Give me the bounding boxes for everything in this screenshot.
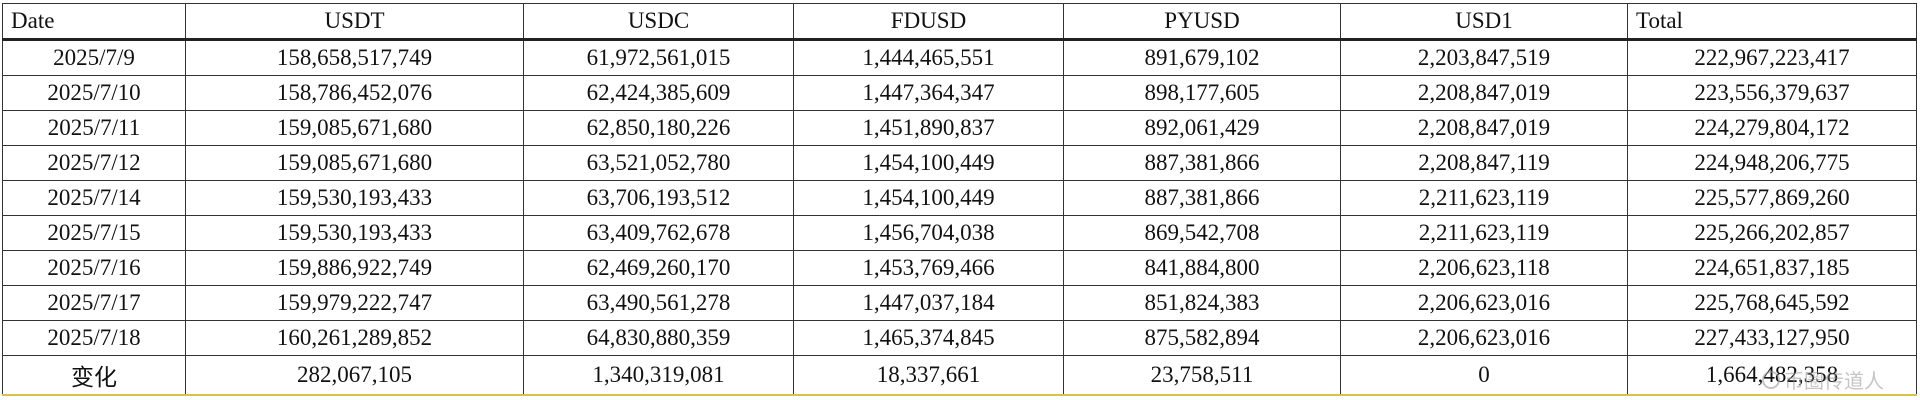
- cell-date[interactable]: 2025/7/14: [2, 180, 186, 216]
- cell-pyusd[interactable]: 887,381,866: [1063, 145, 1341, 181]
- table-row: 2025/7/15 159,530,193,433 63,409,762,678 1,…: [2, 215, 1917, 251]
- cell-usdt[interactable]: 159,085,671,680: [185, 110, 524, 146]
- cell-pyusd[interactable]: 841,884,800: [1063, 250, 1341, 286]
- cell-pyusd[interactable]: 898,177,605: [1063, 75, 1341, 111]
- column-header-fdusd[interactable]: FDUSD: [793, 3, 1064, 40]
- cell-fdusd[interactable]: 1,456,704,038: [793, 215, 1064, 251]
- cell-date[interactable]: 2025/7/18: [2, 320, 186, 356]
- cell-usd1[interactable]: 2,203,847,519: [1340, 39, 1628, 76]
- cell-pyusd[interactable]: 869,542,708: [1063, 215, 1341, 251]
- cell-fdusd[interactable]: 1,465,374,845: [793, 320, 1064, 356]
- cell-fdusd[interactable]: 1,453,769,466: [793, 250, 1064, 286]
- cell-pyusd[interactable]: 892,061,429: [1063, 110, 1341, 146]
- cell-pyusd[interactable]: 875,582,894: [1063, 320, 1341, 356]
- cell-total[interactable]: 223,556,379,637: [1627, 75, 1917, 111]
- cell-total[interactable]: 225,266,202,857: [1627, 215, 1917, 251]
- cell-usdc[interactable]: 62,469,260,170: [523, 250, 794, 286]
- cell-usdt[interactable]: 158,786,452,076: [185, 75, 524, 111]
- cell-total[interactable]: 225,768,645,592: [1627, 285, 1917, 321]
- cell-usd1[interactable]: 2,211,623,119: [1340, 215, 1628, 251]
- cell-total[interactable]: 224,279,804,172: [1627, 110, 1917, 146]
- header-row: Date USDT USDC FDUSD PYUSD USD1 Total: [2, 3, 1917, 40]
- table-row: 2025/7/17 159,979,222,747 63,490,561,278 1,…: [2, 285, 1917, 321]
- cell-usd1[interactable]: 2,208,847,119: [1340, 145, 1628, 181]
- cell-usdt[interactable]: 159,530,193,433: [185, 215, 524, 251]
- cell-fdusd[interactable]: 1,447,037,184: [793, 285, 1064, 321]
- cell-usd1[interactable]: 2,208,847,019: [1340, 110, 1628, 146]
- cell-date[interactable]: 2025/7/12: [2, 145, 186, 181]
- cell-usdt[interactable]: 158,658,517,749: [185, 39, 524, 76]
- cell-fdusd[interactable]: 1,451,890,837: [793, 110, 1064, 146]
- cell-usdt[interactable]: 160,261,289,852: [185, 320, 524, 356]
- change-cell-fdusd[interactable]: 18,337,661: [793, 355, 1064, 396]
- cell-pyusd[interactable]: 851,824,383: [1063, 285, 1341, 321]
- cell-date[interactable]: 2025/7/11: [2, 110, 186, 146]
- change-cell-usdt[interactable]: 282,067,105: [185, 355, 524, 396]
- change-cell-usdc[interactable]: 1,340,319,081: [523, 355, 794, 396]
- cell-fdusd[interactable]: 1,447,364,347: [793, 75, 1064, 111]
- cell-usd1[interactable]: 2,206,623,118: [1340, 250, 1628, 286]
- column-header-usd1[interactable]: USD1: [1340, 3, 1628, 40]
- table-row: 2025/7/11 159,085,671,680 62,850,180,226 1,…: [2, 110, 1917, 146]
- cell-usdc[interactable]: 62,424,385,609: [523, 75, 794, 111]
- change-cell-pyusd[interactable]: 23,758,511: [1063, 355, 1341, 396]
- cell-usd1[interactable]: 2,211,623,119: [1340, 180, 1628, 216]
- cell-total[interactable]: 227,433,127,950: [1627, 320, 1917, 356]
- table-row: 2025/7/14 159,530,193,433 63,706,193,512 1,…: [2, 180, 1917, 216]
- cell-usd1[interactable]: 2,208,847,019: [1340, 75, 1628, 111]
- cell-usdc[interactable]: 63,706,193,512: [523, 180, 794, 216]
- table-row: 2025/7/9 158,658,517,749 61,972,561,015 1,4…: [2, 39, 1917, 76]
- cell-total[interactable]: 224,948,206,775: [1627, 145, 1917, 181]
- column-header-usdt[interactable]: USDT: [185, 3, 524, 40]
- cell-usdc[interactable]: 62,850,180,226: [523, 110, 794, 146]
- cell-usdt[interactable]: 159,085,671,680: [185, 145, 524, 181]
- cell-date[interactable]: 2025/7/15: [2, 215, 186, 251]
- cell-total[interactable]: 222,967,223,417: [1627, 39, 1917, 76]
- table-body: 2025/7/9 158,658,517,749 61,972,561,015 1,4…: [2, 39, 1917, 396]
- cell-fdusd[interactable]: 1,444,465,551: [793, 39, 1064, 76]
- column-header-date[interactable]: Date: [2, 3, 186, 40]
- cell-usdt[interactable]: 159,979,222,747: [185, 285, 524, 321]
- cell-fdusd[interactable]: 1,454,100,449: [793, 180, 1064, 216]
- cell-usdt[interactable]: 159,530,193,433: [185, 180, 524, 216]
- cell-usdc[interactable]: 63,521,052,780: [523, 145, 794, 181]
- stablecoin-supply-table: Date USDT USDC FDUSD PYUSD USD1 Total 20…: [2, 3, 1917, 396]
- cell-usdc[interactable]: 63,409,762,678: [523, 215, 794, 251]
- cell-fdusd[interactable]: 1,454,100,449: [793, 145, 1064, 181]
- column-header-pyusd[interactable]: PYUSD: [1063, 3, 1341, 40]
- change-cell-usd1[interactable]: 0: [1340, 355, 1628, 396]
- cell-usdt[interactable]: 159,886,922,749: [185, 250, 524, 286]
- cell-usdc[interactable]: 61,972,561,015: [523, 39, 794, 76]
- cell-total[interactable]: 225,577,869,260: [1627, 180, 1917, 216]
- cell-date[interactable]: 2025/7/10: [2, 75, 186, 111]
- cell-date[interactable]: 2025/7/9: [2, 39, 186, 76]
- cell-pyusd[interactable]: 891,679,102: [1063, 39, 1341, 76]
- cell-total[interactable]: 224,651,837,185: [1627, 250, 1917, 286]
- table-row: 2025/7/18 160,261,289,852 64,830,880,359 1,…: [2, 320, 1917, 356]
- table-row: 2025/7/16 159,886,922,749 62,469,260,170 1,…: [2, 250, 1917, 286]
- cell-pyusd[interactable]: 887,381,866: [1063, 180, 1341, 216]
- column-header-usdc[interactable]: USDC: [523, 3, 794, 40]
- cell-usd1[interactable]: 2,206,623,016: [1340, 320, 1628, 356]
- cell-usdc[interactable]: 63,490,561,278: [523, 285, 794, 321]
- change-cell-total[interactable]: 1,664,482,358: [1627, 355, 1917, 396]
- change-row: 变化 282,067,105 1,340,319,081 18,337,661 23,7…: [2, 355, 1917, 396]
- change-cell-date[interactable]: 变化: [2, 355, 186, 396]
- table-row: 2025/7/10 158,786,452,076 62,424,385,609 1,…: [2, 75, 1917, 111]
- cell-usd1[interactable]: 2,206,623,016: [1340, 285, 1628, 321]
- column-header-total[interactable]: Total: [1627, 3, 1917, 40]
- cell-usdc[interactable]: 64,830,880,359: [523, 320, 794, 356]
- table-row: 2025/7/12 159,085,671,680 63,521,052,780 1,…: [2, 145, 1917, 181]
- cell-date[interactable]: 2025/7/16: [2, 250, 186, 286]
- cell-date[interactable]: 2025/7/17: [2, 285, 186, 321]
